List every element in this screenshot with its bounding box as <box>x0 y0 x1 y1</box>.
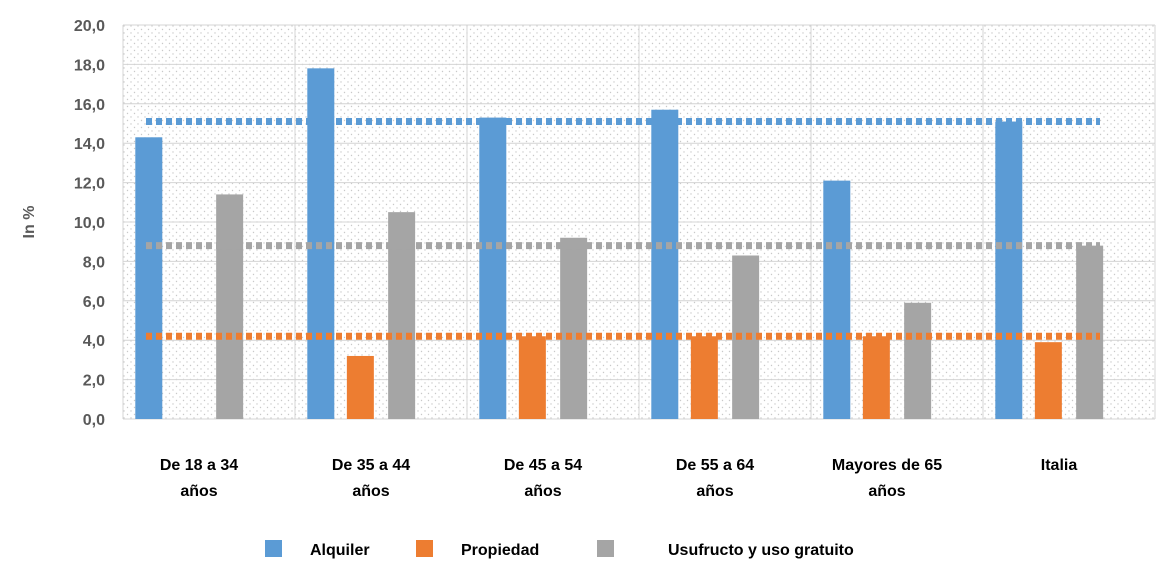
legend-swatch-usufructo <box>597 540 614 557</box>
bar-usufructo <box>1076 245 1104 419</box>
legend-label-alquiler: Alquiler <box>310 542 370 559</box>
y-tick-label: 8,0 <box>83 254 105 271</box>
x-axis-category-labels: De 18 a 34 años De 35 a 44 años De 45 a 54 añ… <box>160 457 1077 500</box>
category-label-line: años <box>868 483 905 500</box>
reference-lines <box>146 118 1100 340</box>
bar-propiedad <box>518 336 546 419</box>
legend-swatch-propiedad <box>416 540 433 557</box>
y-tick-label: 2,0 <box>83 373 105 390</box>
legend-label-usufructo: Usufructo y uso gratuito <box>668 542 854 559</box>
y-tick-label: 6,0 <box>83 294 105 311</box>
legend: Alquiler Propiedad Usufructo y uso gratuit… <box>265 540 854 559</box>
grid-lines <box>122 24 1156 420</box>
bar-usufructo <box>216 194 244 419</box>
bar-alquiler <box>135 137 163 420</box>
y-tick-label: 20,0 <box>74 18 105 35</box>
legend-swatch-alquiler <box>265 540 282 557</box>
bar-propiedad <box>1034 342 1062 419</box>
category-label-line: De 55 a 64 <box>676 457 754 474</box>
category-label-line: De 35 a 44 <box>332 457 410 474</box>
category-label-line: años <box>352 483 389 500</box>
category-label: Mayores de 65 años <box>832 457 942 500</box>
y-tick-label: 0,0 <box>83 412 105 429</box>
category-label: De 45 a 54 años <box>504 457 582 500</box>
category-label-line: Italia <box>1041 457 1078 474</box>
bar-alquiler <box>823 180 851 419</box>
y-tick-label: 16,0 <box>74 97 105 114</box>
bar-propiedad <box>346 355 374 419</box>
category-label-line: años <box>696 483 733 500</box>
bar-propiedad <box>862 336 890 419</box>
y-axis-title: In % <box>21 206 38 239</box>
bar-usufructo <box>560 237 588 419</box>
bar-alquiler <box>651 109 679 420</box>
category-label-line: años <box>180 483 217 500</box>
y-axis-tick-labels: 0,0 2,0 4,0 6,0 8,0 10,0 12,0 14,0 16,0 18,0 20,0 <box>74 18 105 429</box>
bar-alquiler <box>479 117 507 419</box>
y-tick-label: 12,0 <box>74 176 105 193</box>
y-tick-label: 14,0 <box>74 136 105 153</box>
bar-usufructo <box>904 302 932 419</box>
category-label: Italia <box>1041 457 1078 474</box>
category-label-line: Mayores de 65 <box>832 457 942 474</box>
category-label: De 18 a 34 años <box>160 457 238 500</box>
category-label: De 35 a 44 años <box>332 457 410 500</box>
category-label-line: De 18 a 34 <box>160 457 238 474</box>
y-tick-label: 18,0 <box>74 57 105 74</box>
bar-alquiler <box>995 121 1023 419</box>
bar-propiedad <box>690 336 718 419</box>
category-label-line: años <box>524 483 561 500</box>
y-tick-label: 10,0 <box>74 215 105 232</box>
legend-label-propiedad: Propiedad <box>461 542 539 559</box>
y-tick-label: 4,0 <box>83 333 105 350</box>
category-label: De 55 a 64 años <box>676 457 754 500</box>
category-label-line: De 45 a 54 <box>504 457 582 474</box>
